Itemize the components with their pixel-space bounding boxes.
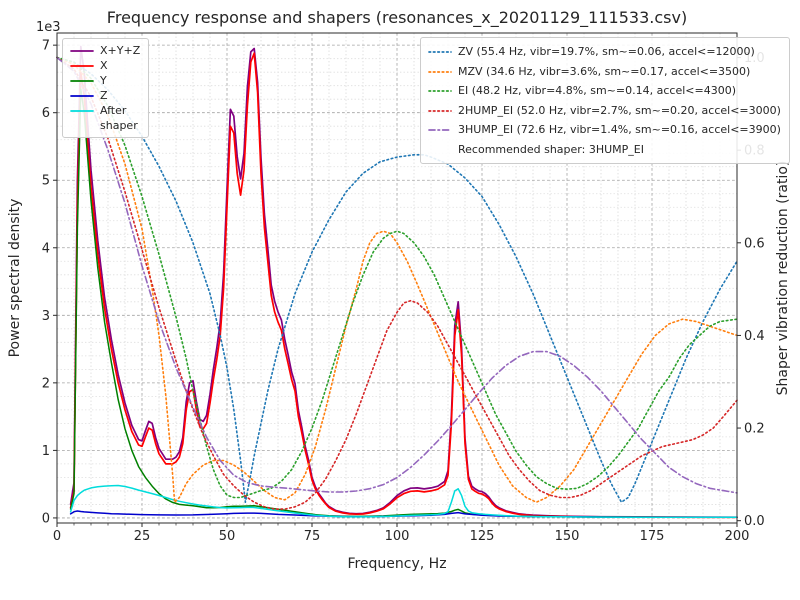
x-tick-label: 0 — [53, 529, 61, 544]
y-left-tick-label: 6 — [42, 106, 50, 121]
legend-entry: X — [70, 58, 140, 73]
y-left-tick-label: 0 — [42, 511, 50, 526]
series-2HUMP_EI — [56, 56, 738, 510]
legend-note-row: Recommended shaper: 3HUMP_EI — [428, 140, 781, 160]
x-tick-label: 50 — [219, 529, 236, 544]
legend-entry: Y — [70, 73, 140, 88]
x-tick-label: 75 — [304, 529, 321, 544]
y-right-tick-label: 0.0 — [744, 514, 765, 529]
legend-label: 2HUMP_EI (52.0 Hz, vibr=2.7%, sm~=0.20, … — [458, 103, 781, 117]
series-3HUMP_EI — [56, 56, 738, 494]
y-left-tick-label: 4 — [42, 241, 50, 256]
series-EI — [56, 56, 738, 499]
x-tick-label: 200 — [725, 529, 750, 544]
legend-entry: MZV (34.6 Hz, vibr=3.6%, sm~=0.17, accel… — [428, 62, 781, 82]
series-ZV — [56, 56, 738, 504]
legend-entry: X+Y+Z — [70, 43, 140, 58]
y-right-tick-label: 0.6 — [744, 236, 765, 251]
legend-psd-curves: X+Y+Z X Y Z After shaper — [62, 38, 150, 138]
series-X+Y+Z — [69, 45, 738, 519]
legend-line-sample — [428, 109, 452, 112]
chart-title: Frequency response and shapers (resonanc… — [106, 8, 688, 27]
x-tick-label: 150 — [555, 529, 580, 544]
legend-entry: Z — [70, 88, 140, 103]
y-left-tick-label: 3 — [42, 309, 50, 324]
y-axis-offset-text: 1e3 — [36, 20, 61, 35]
legend-entry: ZV (55.4 Hz, vibr=19.7%, sm~=0.06, accel… — [428, 42, 781, 62]
y-axis-right-label: Shaper vibration reduction (ratio) — [775, 160, 791, 396]
legend-line-sample — [428, 51, 452, 53]
legend-label: After shaper — [100, 104, 138, 132]
series-Z — [69, 510, 738, 519]
legend-label: Z — [100, 89, 108, 102]
legend-line-sample — [428, 70, 452, 73]
x-tick-label: 100 — [385, 529, 410, 544]
legend-entry: After shaper — [70, 103, 140, 133]
y-axis-left-label: Power spectral density — [7, 198, 23, 358]
legend-label: ZV (55.4 Hz, vibr=19.7%, sm~=0.06, accel… — [458, 45, 755, 58]
legend-line-sample — [70, 79, 94, 82]
x-tick-label: 125 — [470, 529, 495, 544]
x-axis-label: Frequency, Hz — [347, 556, 447, 572]
legend-line-sample — [70, 109, 94, 112]
series-MZV — [56, 56, 738, 504]
recommended-shaper-note: Recommended shaper: 3HUMP_EI — [458, 142, 644, 156]
x-tick-label: 25 — [134, 529, 151, 544]
x-tick-label: 175 — [640, 529, 665, 544]
legend-entry: 2HUMP_EI (52.0 Hz, vibr=2.7%, sm~=0.20, … — [428, 101, 781, 121]
y-left-tick-label: 1 — [42, 444, 50, 459]
series-After-shaper — [69, 484, 738, 519]
legend-label: 3HUMP_EI (72.6 Hz, vibr=1.4%, sm~=0.16, … — [458, 123, 781, 136]
legend-sample-spacer — [428, 145, 452, 155]
legend-line-sample — [428, 90, 452, 92]
legend-label: EI (48.2 Hz, vibr=4.8%, sm~=0.14, accel<… — [458, 84, 736, 97]
legend-entry: 3HUMP_EI (72.6 Hz, vibr=1.4%, sm~=0.16, … — [428, 120, 781, 140]
legend-line-sample — [70, 49, 94, 52]
legend-label: X+Y+Z — [100, 44, 141, 57]
legend-label: MZV (34.6 Hz, vibr=3.6%, sm~=0.17, accel… — [458, 64, 751, 78]
legend-entry: EI (48.2 Hz, vibr=4.8%, sm~=0.14, accel<… — [428, 81, 781, 101]
legend-shaper-curves: ZV (55.4 Hz, vibr=19.7%, sm~=0.06, accel… — [420, 37, 790, 164]
y-left-tick-label: 5 — [42, 174, 50, 189]
y-left-tick-label: 7 — [42, 39, 50, 54]
legend-line-sample — [428, 129, 452, 131]
legend-label: Y — [100, 74, 107, 87]
legend-line-sample — [70, 94, 94, 97]
y-right-tick-label: 0.2 — [744, 422, 765, 437]
y-left-tick-label: 2 — [42, 376, 50, 391]
series-X — [69, 52, 738, 519]
y-right-tick-label: 0.4 — [744, 329, 765, 344]
legend-label: X — [100, 59, 108, 72]
legend-line-sample — [70, 64, 94, 67]
